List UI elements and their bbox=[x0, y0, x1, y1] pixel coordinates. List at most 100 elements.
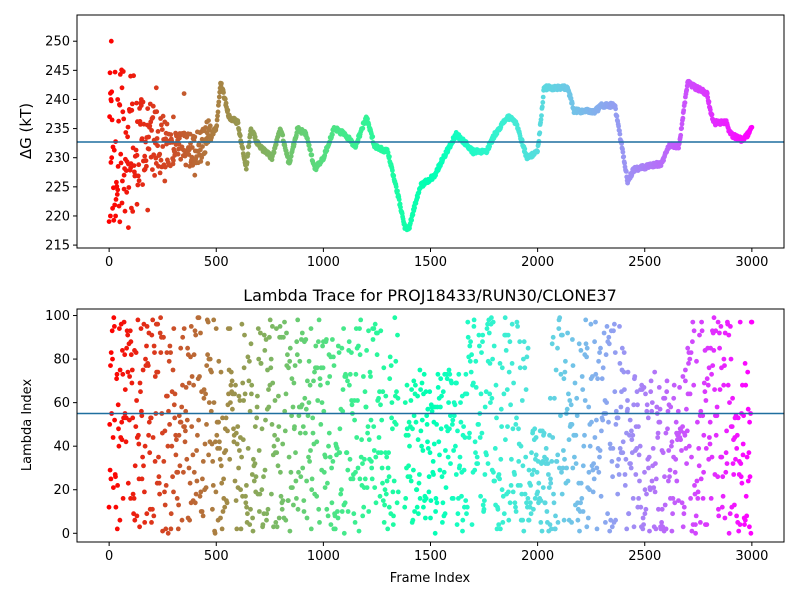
lambda-point bbox=[728, 324, 733, 329]
lambda-point bbox=[303, 337, 309, 342]
delta-g-point bbox=[129, 101, 135, 107]
lambda-point bbox=[151, 343, 157, 349]
lambda-point bbox=[295, 317, 301, 323]
lambda-point bbox=[520, 463, 526, 469]
delta-g-point bbox=[135, 173, 141, 179]
lambda-point bbox=[325, 480, 330, 486]
lambda-point bbox=[582, 432, 587, 438]
lambda-point bbox=[110, 435, 116, 440]
lambda-point bbox=[411, 467, 416, 473]
lambda-point bbox=[312, 369, 317, 375]
lambda-point bbox=[662, 474, 667, 480]
lambda-point bbox=[231, 426, 236, 432]
lambda-point bbox=[406, 463, 411, 469]
lambda-point bbox=[329, 500, 335, 506]
lambda-point bbox=[172, 415, 178, 421]
lambda-point bbox=[657, 406, 663, 412]
delta-g-point bbox=[237, 133, 243, 139]
lambda-point bbox=[715, 319, 721, 325]
lambda-point bbox=[367, 369, 373, 375]
lambda-point bbox=[588, 321, 594, 327]
lambda-point bbox=[260, 522, 266, 527]
lambda-point bbox=[657, 419, 663, 425]
lambda-point bbox=[276, 515, 282, 521]
lambda-point bbox=[164, 350, 170, 355]
lambda-point bbox=[177, 463, 183, 469]
lambda-point bbox=[181, 326, 187, 331]
lambda-point bbox=[518, 443, 524, 449]
lambda-point bbox=[425, 439, 430, 445]
delta-g-point bbox=[222, 96, 228, 102]
delta-g-point bbox=[707, 107, 713, 113]
lambda-point bbox=[547, 395, 553, 401]
delta-g-point bbox=[162, 164, 168, 170]
lambda-point bbox=[510, 489, 516, 495]
lambda-point bbox=[316, 506, 322, 512]
lambda-point bbox=[369, 459, 374, 464]
lambda-point bbox=[688, 496, 693, 501]
lambda-point bbox=[273, 520, 279, 525]
delta-g-point bbox=[240, 146, 246, 151]
delta-g-point bbox=[140, 182, 146, 188]
lambda-point bbox=[491, 469, 496, 475]
lambda-point bbox=[387, 376, 393, 382]
lambda-point bbox=[248, 341, 254, 347]
lambda-point bbox=[357, 476, 363, 482]
lambda-point bbox=[325, 513, 331, 519]
lambda-point bbox=[127, 374, 132, 379]
delta-g-point bbox=[149, 127, 155, 133]
lambda-point bbox=[734, 446, 740, 451]
lambda-point bbox=[194, 478, 200, 484]
lambda-point bbox=[173, 452, 179, 458]
lambda-point bbox=[641, 522, 646, 527]
lambda-point bbox=[168, 511, 174, 517]
lambda-point bbox=[556, 326, 562, 331]
delta-g-point bbox=[157, 170, 163, 176]
lambda-point bbox=[674, 478, 680, 484]
delta-g-point bbox=[171, 114, 176, 120]
lambda-point bbox=[350, 476, 356, 482]
lambda-point bbox=[296, 413, 302, 419]
delta-g-point bbox=[117, 219, 123, 225]
lambda-point bbox=[528, 511, 534, 517]
lambda-point bbox=[521, 339, 527, 345]
delta-g-point bbox=[170, 161, 176, 167]
lambda-point bbox=[749, 319, 755, 325]
lambda-point bbox=[391, 478, 397, 484]
lambda-point bbox=[200, 476, 205, 482]
lambda-point bbox=[106, 504, 112, 510]
lambda-point bbox=[165, 530, 171, 536]
lambda-point bbox=[424, 422, 430, 427]
lambda-point bbox=[175, 526, 181, 532]
lambda-point bbox=[144, 324, 150, 329]
lambda-point bbox=[218, 369, 224, 375]
lambda-point bbox=[428, 498, 434, 503]
lambda-point bbox=[458, 400, 463, 405]
delta-g-point bbox=[387, 154, 392, 160]
lambda-point bbox=[676, 498, 681, 503]
lambda-point bbox=[274, 326, 279, 331]
lambda-point bbox=[135, 317, 141, 323]
lambda-point bbox=[324, 337, 329, 342]
lambda-point bbox=[369, 465, 375, 471]
lambda-point bbox=[191, 352, 197, 358]
lambda-point bbox=[349, 350, 354, 355]
lambda-point bbox=[282, 428, 288, 434]
lambda-point bbox=[368, 417, 374, 423]
lambda-point bbox=[220, 509, 226, 514]
lambda-point bbox=[245, 511, 250, 517]
lambda-point bbox=[416, 480, 422, 486]
lambda-point bbox=[183, 385, 189, 390]
lambda-point bbox=[471, 324, 477, 329]
lambda-point bbox=[498, 406, 504, 412]
lambda-point bbox=[290, 404, 296, 410]
lambda-point bbox=[254, 415, 260, 421]
lambda-point bbox=[166, 358, 172, 364]
lambda-point bbox=[607, 528, 613, 534]
lambda-point bbox=[439, 393, 444, 399]
lambda-point bbox=[156, 474, 162, 480]
lambda-point bbox=[570, 465, 576, 471]
delta-g-point bbox=[150, 115, 156, 120]
lambda-point bbox=[738, 461, 744, 466]
lambda-point bbox=[665, 408, 671, 414]
